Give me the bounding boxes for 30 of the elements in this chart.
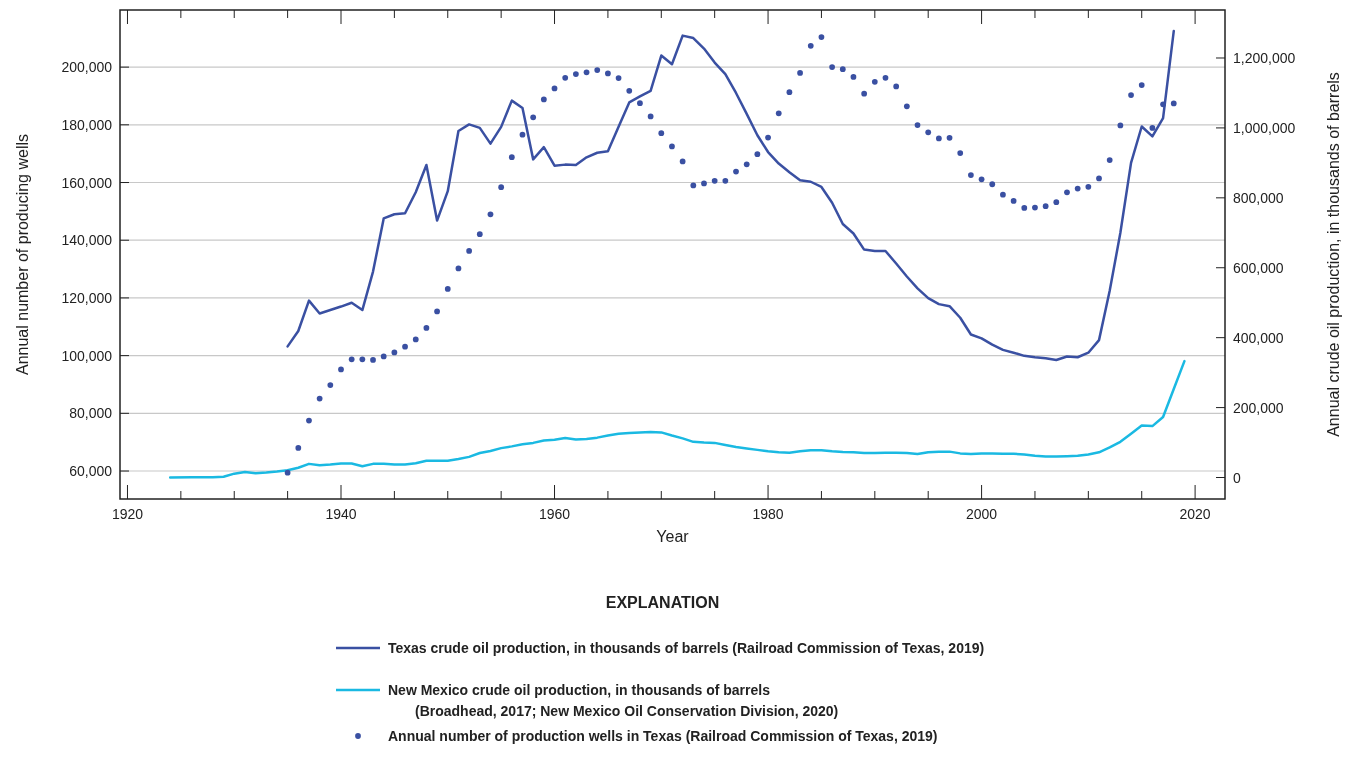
x-tick-label: 1940 xyxy=(325,506,357,522)
legend-label: New Mexico crude oil production, in thousands of barrels (Broadhead, 2017; New Mexico Oil Conservation Division, 2020) xyxy=(388,682,839,719)
x-tick-label: 1920 xyxy=(111,506,144,522)
y-tick-label: 120,000 xyxy=(61,289,113,306)
y2-tick-label: 1,000,000 xyxy=(1233,119,1296,136)
line-series xyxy=(168,359,1186,479)
y-tick-label: 80,000 xyxy=(69,405,113,422)
x-tick-label: 1960 xyxy=(538,506,571,522)
y2-tick-label: 400,000 xyxy=(1233,329,1284,346)
legend-label: Annual number of production wells in Texas (Railroad Commission of Texas, 2019) xyxy=(388,728,938,744)
y2-tick-label: 0 xyxy=(1233,469,1241,486)
y2-tick-label: 600,000 xyxy=(1233,259,1284,276)
y2-tick-label: 200,000 xyxy=(1233,399,1284,416)
x-tick-label: 2000 xyxy=(966,506,998,522)
legend-label: Texas crude oil production, in thousands of barrels (Railroad Commission of Texas, 2019) xyxy=(388,640,985,656)
y2-axis-title: Annual crude oil production, in thousands of barrels xyxy=(1325,72,1342,437)
x-axis-title: Year xyxy=(656,528,690,545)
y-tick-label: 180,000 xyxy=(61,116,113,133)
x-tick-label: 1980 xyxy=(752,506,784,522)
y2-tick-label: 1,200,000 xyxy=(1233,50,1296,66)
y-tick-label: 200,000 xyxy=(61,59,113,76)
y-tick-label: 140,000 xyxy=(61,232,113,249)
y-tick-label: 60,000 xyxy=(69,463,113,480)
line-series xyxy=(286,29,1175,362)
legend-title: EXPLANATION xyxy=(605,594,720,611)
y-tick-label: 100,000 xyxy=(61,347,113,364)
y-axis-title: Annual number of producing wells xyxy=(14,133,31,376)
y-tick-label: 160,000 xyxy=(61,174,113,191)
y2-tick-label: 800,000 xyxy=(1233,189,1284,206)
x-tick-label: 2020 xyxy=(1179,506,1211,522)
